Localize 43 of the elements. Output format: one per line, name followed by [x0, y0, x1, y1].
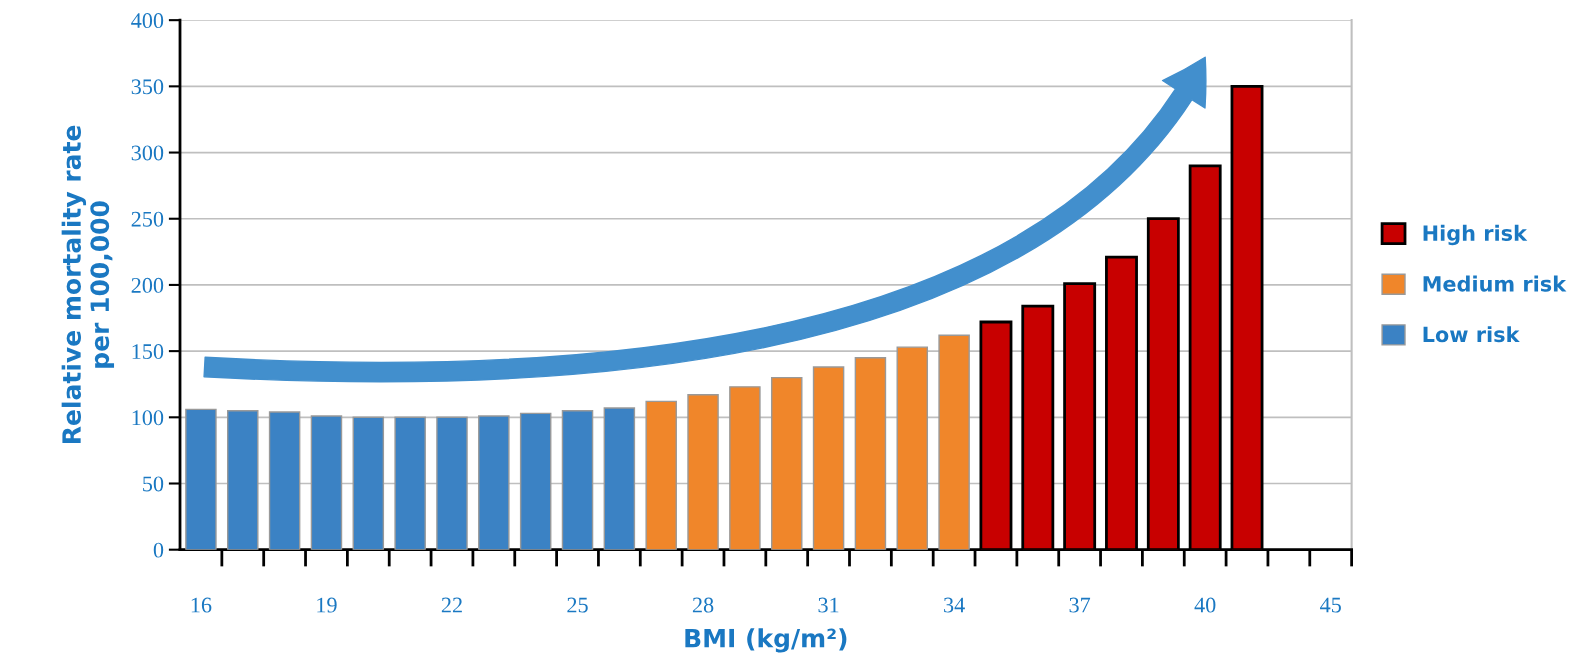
bar [854, 357, 887, 550]
y-tick-label: 350 [131, 79, 164, 95]
x-tick-label: 19 [317, 597, 337, 613]
bar [436, 416, 468, 550]
x-axis-title: BMI (kg/m²) [685, 628, 847, 653]
bar [394, 416, 426, 550]
x-tick-label: 16 [191, 597, 212, 613]
bar [812, 366, 845, 550]
x-tick-label: 31 [818, 597, 839, 613]
y-axis-title: Relative mortality rate per 100,000 [61, 125, 115, 443]
bar [268, 411, 301, 550]
bar [352, 416, 385, 550]
y-tick-label: 200 [131, 277, 164, 293]
legend-label: Medium risk [1423, 275, 1567, 292]
x-tick-label: 40 [1194, 597, 1216, 613]
bar [519, 412, 552, 550]
bar [896, 346, 929, 550]
bar [645, 400, 677, 550]
bar [561, 409, 594, 550]
x-tick-label: 25 [567, 597, 588, 613]
legend-label: High risk [1423, 224, 1528, 246]
x-tick-label: 34 [944, 597, 965, 613]
x-tick-label: 22 [441, 597, 462, 613]
x-tick-label: 28 [692, 597, 714, 613]
x-tick-label: 45 [1320, 597, 1341, 613]
bar [938, 334, 970, 550]
y-tick-label: 0 [153, 542, 164, 558]
bar [687, 394, 719, 550]
bar [729, 386, 761, 550]
y-tick-label: 50 [143, 476, 164, 492]
x-tick-label: 37 [1069, 597, 1091, 613]
y-tick-label: 250 [131, 211, 164, 227]
legend-label: Low risk [1423, 326, 1520, 343]
y-tick-label: 300 [131, 145, 164, 161]
bar [478, 415, 510, 550]
y-tick-label: 100 [132, 410, 164, 426]
bar [310, 415, 343, 550]
y-tick-label: 150 [132, 344, 164, 360]
bar [770, 376, 803, 550]
y-tick-label: 400 [131, 13, 164, 29]
bar [227, 409, 259, 550]
bar [185, 408, 217, 550]
bar [603, 407, 636, 550]
